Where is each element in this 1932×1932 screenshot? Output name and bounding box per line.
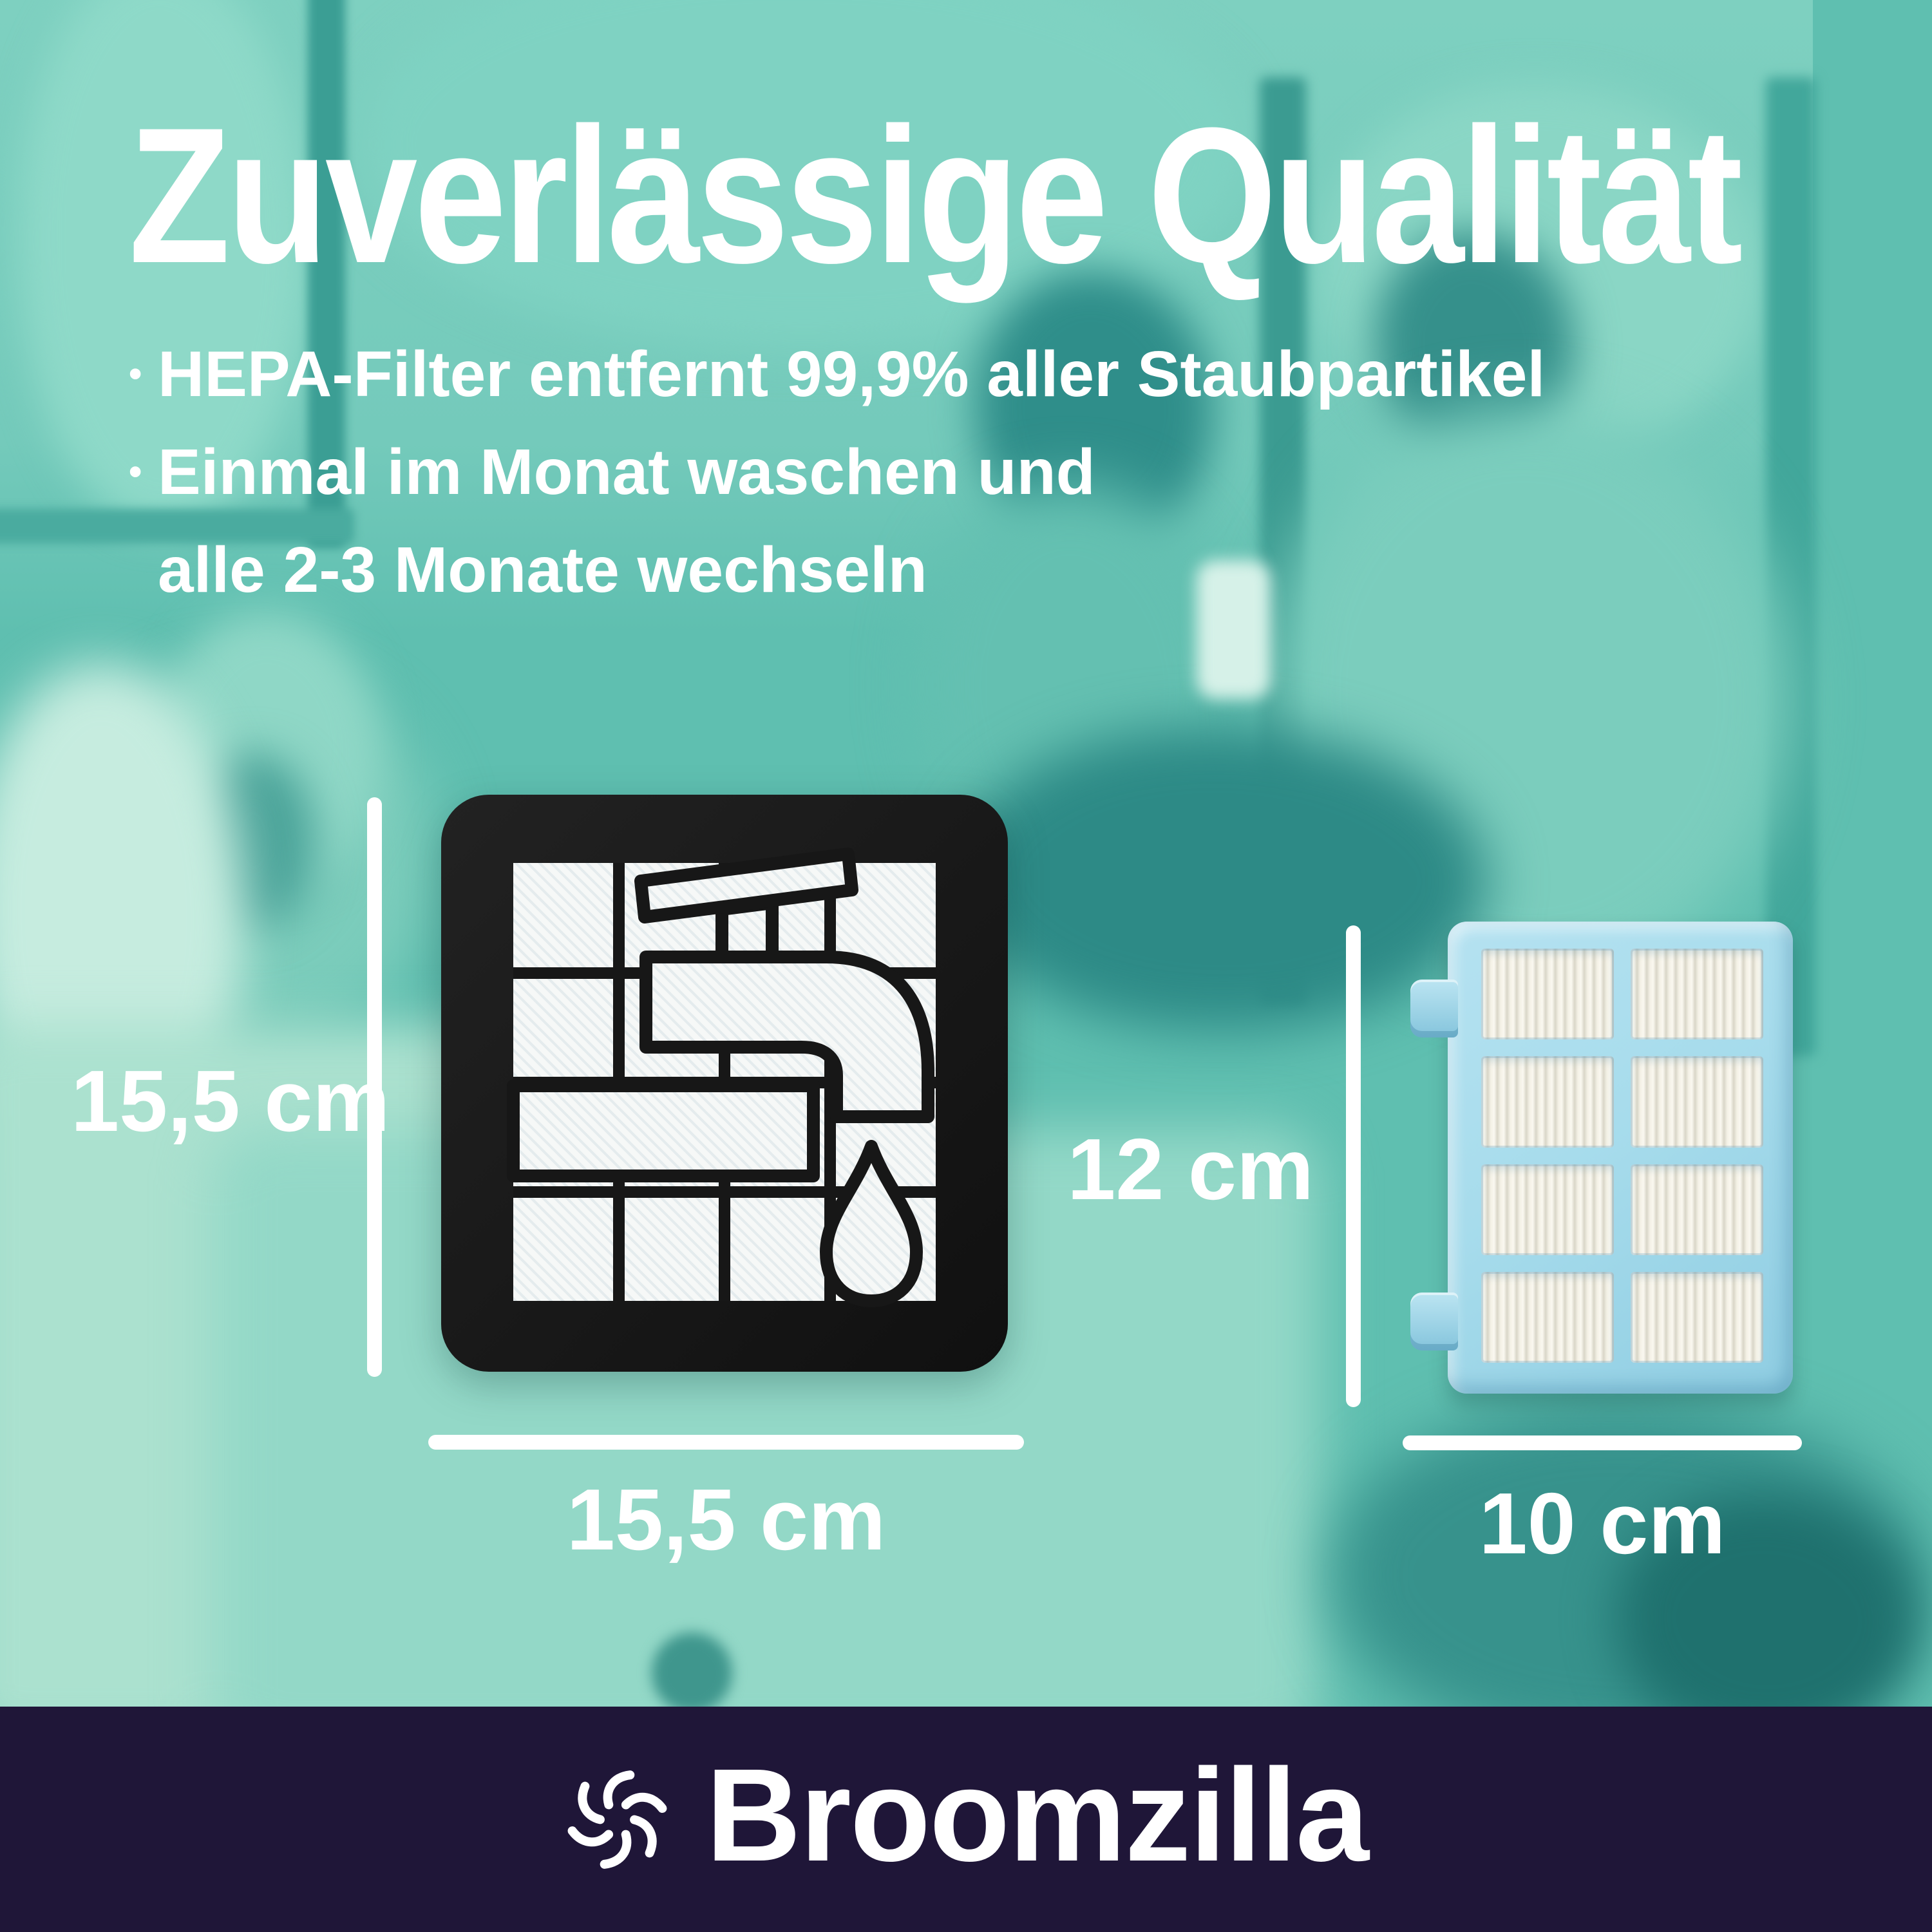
bullet-dot: • bbox=[129, 451, 142, 493]
smartphone-highlight bbox=[1197, 560, 1271, 699]
bullet-text: HEPA-Filter entfernt 99,9% aller Staubpa… bbox=[158, 338, 1546, 410]
hepa-filter-height-line bbox=[1346, 925, 1361, 1407]
water-droplet bbox=[820, 1140, 923, 1307]
brand-footer: Broomzilla bbox=[0, 1707, 1932, 1932]
girl-silhouette-hair bbox=[1616, 1494, 1919, 1745]
hepa-pleat-cell bbox=[1631, 1164, 1763, 1255]
hepa-filter-clip-top bbox=[1410, 980, 1458, 1037]
window-sill bbox=[0, 509, 354, 544]
page-title: Zuverlässige Qualität bbox=[129, 87, 1743, 303]
hepa-filter-width-line bbox=[1403, 1435, 1802, 1450]
bullet-text: Einmal im Monat waschen und bbox=[158, 436, 1095, 508]
hepa-pleat-cell bbox=[1481, 949, 1614, 1040]
hepa-pleat-cell bbox=[1481, 1271, 1614, 1363]
sofa-caster-wheel bbox=[652, 1633, 732, 1713]
bullet-text: alle 2-3 Monate wechseln bbox=[158, 534, 927, 606]
faucet-droplet-icon bbox=[507, 848, 934, 1307]
foam-filter-height-line bbox=[367, 797, 382, 1377]
foam-filter-image bbox=[441, 795, 1008, 1372]
window-pane-left bbox=[19, 0, 309, 528]
swirl-vortex-icon bbox=[567, 1770, 667, 1869]
bullet-dot: • bbox=[129, 353, 142, 395]
hepa-filter-width-label: 10 cm bbox=[1479, 1475, 1726, 1572]
hepa-filter-image bbox=[1410, 922, 1793, 1394]
brand-name: Broomzilla bbox=[706, 1741, 1369, 1889]
hepa-pleat-cell bbox=[1481, 1164, 1614, 1255]
bullet-line-2: • Einmal im Monat waschen und bbox=[129, 423, 1545, 521]
window-frame-right bbox=[1766, 77, 1816, 1056]
couple-legs-shadow bbox=[960, 728, 1488, 1030]
faucet-body-spout bbox=[639, 951, 934, 1123]
hepa-pleat-cell bbox=[1481, 1056, 1614, 1148]
hepa-pleat-cell bbox=[1631, 949, 1763, 1040]
faucet-pipe bbox=[507, 1079, 820, 1182]
hepa-pleat-cell bbox=[1631, 1056, 1763, 1148]
foam-filter-height-label: 15,5 cm bbox=[71, 1052, 390, 1150]
bullet-list: • HEPA-Filter entfernt 99,9% aller Staub… bbox=[129, 325, 1545, 619]
foam-filter-width-line bbox=[428, 1435, 1024, 1450]
bullet-line-1: • HEPA-Filter entfernt 99,9% aller Staub… bbox=[129, 325, 1545, 423]
hepa-filter-grid bbox=[1481, 949, 1763, 1363]
hepa-filter-clip-bottom bbox=[1410, 1293, 1458, 1350]
hepa-filter-height-label: 12 cm bbox=[1067, 1121, 1314, 1218]
window-mullion-left bbox=[308, 0, 345, 547]
bullet-line-3: alle 2-3 Monate wechseln bbox=[129, 521, 1545, 619]
faucet-handle bbox=[634, 848, 858, 923]
foam-filter-width-label: 15,5 cm bbox=[566, 1471, 886, 1568]
hepa-pleat-cell bbox=[1631, 1271, 1763, 1363]
